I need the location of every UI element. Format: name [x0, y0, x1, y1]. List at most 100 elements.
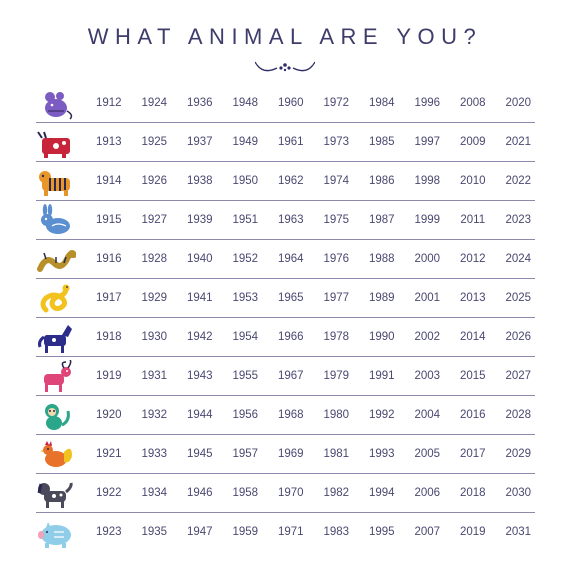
- year-cell: 1990: [368, 331, 395, 343]
- year-list: 1916 1928 1940 1952 1964 1976 1988 2000 2012 2024: [86, 240, 541, 278]
- table-row: 1915 1927 1939 1951 1963 1975 1987 1999 2011 2023: [36, 201, 535, 240]
- year-cell: 1969: [277, 448, 304, 460]
- year-cell: 1943: [186, 370, 213, 382]
- year-cell: 1940: [186, 253, 213, 265]
- year-cell: 1975: [323, 214, 350, 226]
- year-cell: 1928: [141, 253, 168, 265]
- year-cell: 2006: [414, 487, 441, 499]
- year-list: 1922 1934 1946 1958 1970 1982 1994 2006 2018 2030: [86, 474, 541, 512]
- year-list: 1921 1933 1945 1957 1969 1981 1993 2005 2017 2029: [86, 435, 541, 473]
- year-cell: 1933: [141, 448, 168, 460]
- year-cell: 1989: [368, 292, 395, 304]
- year-cell: 1997: [414, 136, 441, 148]
- year-cell: 1923: [95, 526, 122, 538]
- year-cell: 1949: [232, 136, 259, 148]
- rat-icon: [36, 87, 76, 121]
- year-cell: 1941: [186, 292, 213, 304]
- year-cell: 2011: [460, 214, 486, 226]
- year-cell: 1978: [323, 331, 350, 343]
- year-cell: 1937: [186, 136, 213, 148]
- year-cell: 1924: [141, 97, 168, 109]
- year-cell: 1915: [95, 214, 122, 226]
- year-cell: 2019: [459, 526, 486, 538]
- year-cell: 2030: [505, 487, 532, 499]
- year-cell: 1972: [323, 97, 350, 109]
- dragon-icon: [36, 243, 77, 277]
- year-cell: 1953: [232, 292, 259, 304]
- year-cell: 1912: [95, 97, 122, 109]
- year-cell: 1960: [277, 97, 304, 109]
- horse-icon: [36, 321, 76, 355]
- year-cell: 2004: [414, 409, 441, 421]
- year-cell: 1966: [277, 331, 304, 343]
- table-row: 1912 1924 1936 1948 1960 1972 1984 1996 2008 2020: [36, 84, 535, 123]
- year-list: 1912 1924 1936 1948 1960 1972 1984 1996 2008 2020: [86, 84, 541, 122]
- year-cell: 2010: [459, 175, 486, 187]
- year-list: 1917 1929 1941 1953 1965 1977 1989 2001 2013 2025: [86, 279, 541, 317]
- year-cell: 2001: [414, 292, 441, 304]
- year-cell: 1936: [186, 97, 213, 109]
- year-cell: 1996: [414, 97, 441, 109]
- year-cell: 1917: [95, 292, 122, 304]
- year-cell: 1913: [95, 136, 122, 148]
- table-row: 1917 1929 1941 1953 1965 1977 1989 2001 2013 2025: [36, 279, 535, 318]
- table-row: 1913 1925 1937 1949 1961 1973 1985 1997 2009 2021: [36, 123, 535, 162]
- year-cell: 1950: [232, 175, 259, 187]
- year-cell: 2024: [505, 253, 532, 265]
- year-cell: 1962: [277, 175, 304, 187]
- table-row: 1914 1926 1938 1950 1962 1974 1986 1998 2010 2022: [36, 162, 535, 201]
- year-cell: 1921: [95, 448, 122, 460]
- year-cell: 1938: [186, 175, 213, 187]
- year-list: 1920 1932 1944 1956 1968 1980 1992 2004 2016 2028: [86, 396, 541, 434]
- year-cell: 1984: [368, 97, 395, 109]
- year-cell: 1999: [414, 214, 441, 226]
- table-row: 1921 1933 1945 1957 1969 1981 1993 2005 2017 2029: [36, 435, 535, 474]
- year-list: 1914 1926 1938 1950 1962 1974 1986 1998 2010 2022: [86, 162, 541, 200]
- year-cell: 1914: [95, 175, 122, 187]
- table-row: 1918 1930 1942 1954 1966 1978 1990 2002 2014 2026: [36, 318, 535, 357]
- year-cell: 1964: [277, 253, 304, 265]
- year-cell: 1920: [95, 409, 122, 421]
- goat-icon: [36, 359, 76, 394]
- year-cell: 1994: [368, 487, 395, 499]
- monkey-icon: [36, 399, 76, 433]
- year-cell: 1927: [141, 214, 168, 226]
- year-cell: 1957: [232, 448, 259, 460]
- ornament-divider-icon: [255, 61, 315, 72]
- year-cell: 1958: [232, 487, 259, 499]
- ox-icon: [36, 126, 76, 160]
- year-cell: 1952: [232, 253, 259, 265]
- year-cell: 1986: [368, 175, 395, 187]
- year-cell: 1967: [277, 370, 304, 382]
- year-cell: 1916: [95, 253, 122, 265]
- year-cell: 1922: [95, 487, 122, 499]
- year-cell: 1981: [323, 448, 350, 460]
- table-row: 1923 1935 1947 1959 1971 1983 1995 2007 2019 2031: [36, 513, 535, 551]
- year-cell: 1932: [141, 409, 168, 421]
- year-cell: 1929: [141, 292, 168, 304]
- year-cell: 2014: [459, 331, 486, 343]
- year-cell: 2005: [414, 448, 441, 460]
- year-cell: 2026: [505, 331, 532, 343]
- year-cell: 2027: [505, 370, 532, 382]
- year-cell: 2018: [459, 487, 486, 499]
- table-row: 1920 1932 1944 1956 1968 1980 1992 2004 2016 2028: [36, 396, 535, 435]
- dog-icon: [36, 477, 76, 511]
- snake-icon: [36, 282, 76, 316]
- table-row: 1919 1931 1943 1955 1967 1979 1991 2003 2015 2027: [36, 357, 535, 396]
- year-cell: 1987: [368, 214, 395, 226]
- year-cell: 1956: [232, 409, 259, 421]
- year-cell: 1919: [95, 370, 122, 382]
- year-cell: 1935: [141, 526, 168, 538]
- year-list: 1913 1925 1937 1949 1961 1973 1985 1997 2009 2021: [86, 123, 541, 161]
- year-cell: 2007: [414, 526, 441, 538]
- year-cell: 1965: [277, 292, 304, 304]
- year-cell: 1945: [186, 448, 213, 460]
- year-cell: 1971: [277, 526, 304, 538]
- year-cell: 1983: [323, 526, 350, 538]
- year-cell: 2022: [505, 175, 532, 187]
- year-cell: 2020: [505, 97, 532, 109]
- year-list: 1919 1931 1943 1955 1967 1979 1991 2003 2015 2027: [86, 357, 541, 395]
- year-cell: 2028: [505, 409, 532, 421]
- year-cell: 1955: [232, 370, 259, 382]
